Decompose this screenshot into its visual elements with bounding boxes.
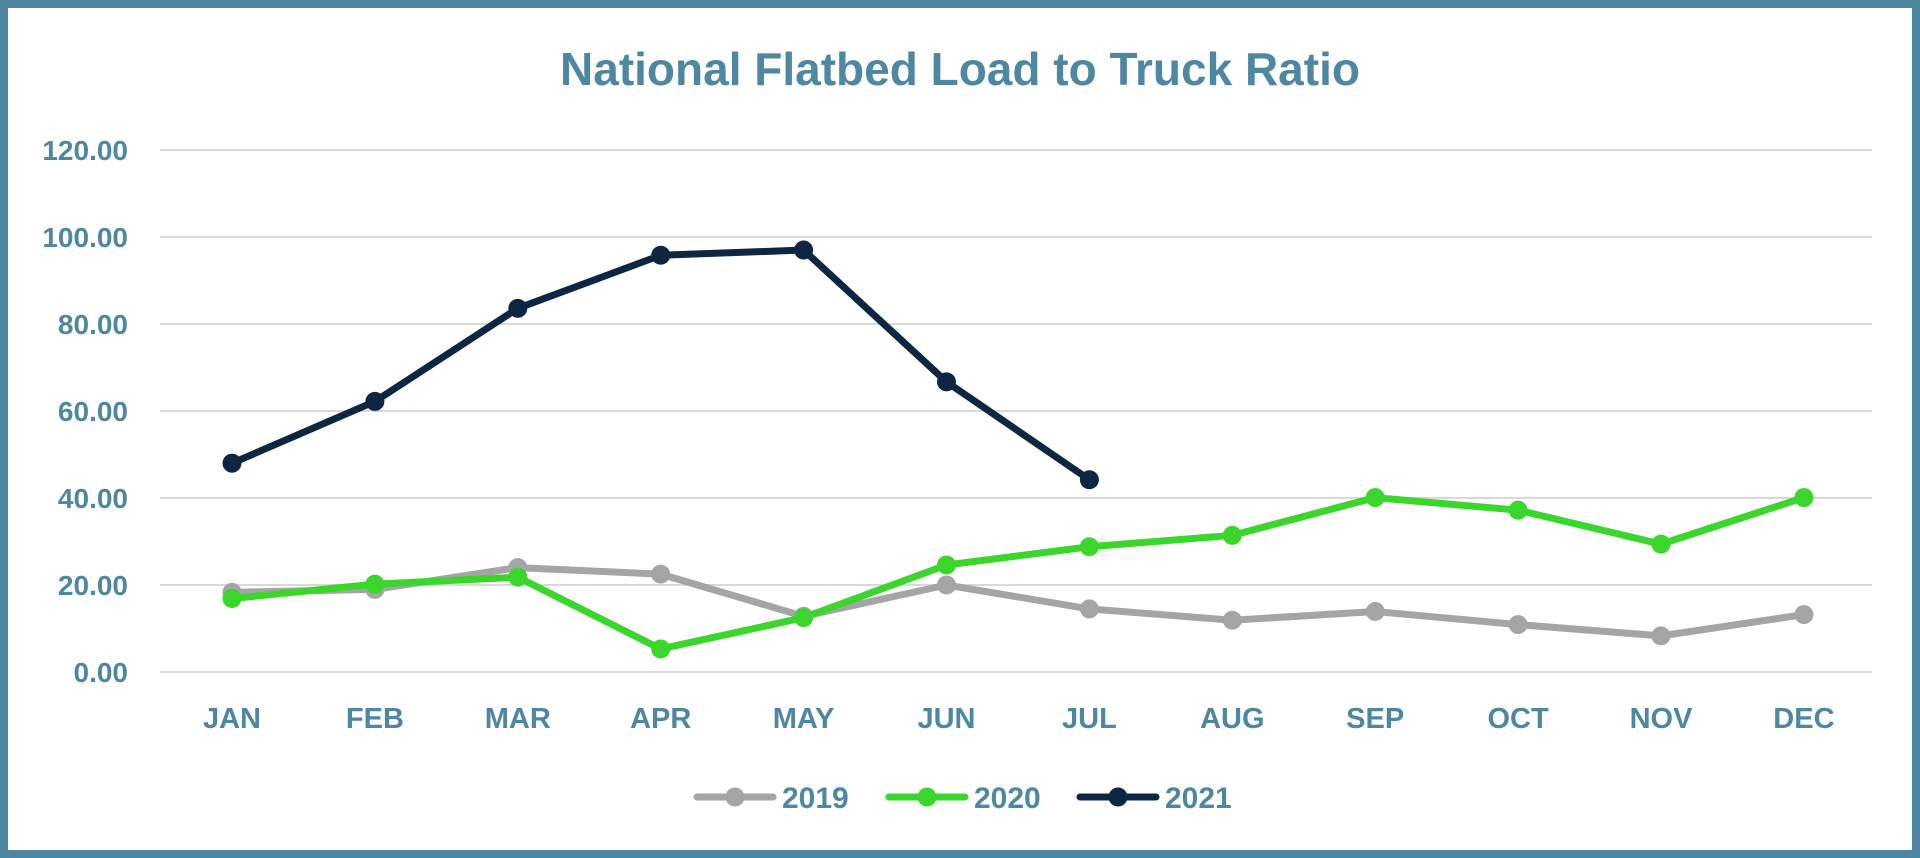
series-2019 — [222, 558, 1814, 646]
series-line-2020 — [228, 494, 1808, 653]
data-point-2019-JUN — [937, 575, 956, 595]
x-tick-label: OCT — [1487, 703, 1549, 735]
legend-swatch-marker — [1108, 787, 1128, 807]
x-tick-label: NOV — [1630, 703, 1694, 735]
x-tick-label: JUL — [1062, 703, 1117, 735]
series-lines — [222, 240, 1814, 659]
series-2020 — [222, 488, 1814, 659]
data-point-2020-APR — [651, 639, 671, 659]
y-tick-label: 20.00 — [58, 570, 128, 601]
y-tick-label: 60.00 — [58, 396, 128, 427]
series-line-2021 — [228, 246, 1093, 484]
legend-swatch-marker — [725, 787, 745, 807]
data-point-2021-JUN — [937, 372, 956, 392]
x-tick-label: JUN — [917, 703, 975, 735]
data-point-2019-OCT — [1508, 615, 1528, 635]
legend-label: 2020 — [974, 782, 1041, 815]
data-point-2020-JUN — [937, 555, 956, 575]
x-tick-label: DEC — [1773, 703, 1834, 735]
y-tick-label: 40.00 — [58, 483, 128, 514]
y-axis-ticks: 0.00 20.00 40.00 60.00 80.00 100.00 120.00 — [42, 135, 128, 688]
data-point-2019-APR — [651, 564, 671, 584]
x-tick-label: AUG — [1200, 703, 1264, 735]
legend-label: 2019 — [782, 782, 849, 815]
legend-label: 2021 — [1165, 782, 1232, 815]
data-point-2021-MAY — [794, 240, 814, 260]
data-point-2021-JUL — [1079, 470, 1099, 490]
series-2021 — [222, 240, 1099, 490]
data-point-2021-FEB — [365, 391, 385, 411]
y-tick-label: 100.00 — [42, 222, 128, 253]
x-axis-ticks: JAN FEB MAR APR MAY JUN JUL AUG SEP OCT NOV DEC — [203, 703, 1835, 735]
data-point-2021-APR — [651, 245, 671, 265]
data-point-2020-JUL — [1079, 537, 1099, 557]
data-point-2019-AUG — [1222, 610, 1242, 630]
y-tick-label: 0.00 — [74, 657, 129, 688]
data-point-2020-OCT — [1508, 500, 1528, 520]
x-tick-label: FEB — [346, 703, 404, 735]
data-point-2020-SEP — [1365, 488, 1385, 508]
data-point-2020-MAR — [508, 567, 528, 587]
x-tick-label: APR — [630, 703, 691, 735]
data-point-2019-DEC — [1794, 605, 1814, 625]
data-point-2020-MAY — [794, 608, 814, 628]
data-point-2021-MAR — [508, 298, 528, 318]
legend-item-2019: 2019 — [693, 782, 849, 815]
legend-item-2020: 2020 — [885, 782, 1041, 815]
x-tick-label: MAR — [485, 703, 551, 735]
data-point-2020-JAN — [222, 588, 242, 608]
y-tick-label: 120.00 — [42, 135, 128, 166]
legend-swatch-marker — [917, 787, 937, 807]
data-point-2020-NOV — [1651, 534, 1671, 554]
chart-title: National Flatbed Load to Truck Ratio — [560, 43, 1360, 95]
data-point-2019-SEP — [1365, 602, 1385, 622]
legend: 2019 2020 2021 — [693, 782, 1232, 815]
data-point-2019-JUL — [1079, 599, 1099, 619]
legend-item-2021: 2021 — [1076, 782, 1232, 815]
y-tick-label: 80.00 — [58, 309, 128, 340]
x-tick-label: JAN — [203, 703, 261, 735]
data-point-2020-DEC — [1794, 488, 1814, 508]
series-line-2019 — [228, 564, 1808, 640]
data-point-2020-AUG — [1222, 525, 1242, 545]
x-tick-label: SEP — [1346, 703, 1404, 735]
data-point-2021-JAN — [222, 453, 242, 473]
gridlines — [160, 149, 1872, 673]
x-tick-label: MAY — [773, 703, 835, 735]
data-point-2019-NOV — [1651, 626, 1671, 646]
data-point-2020-FEB — [365, 574, 385, 594]
